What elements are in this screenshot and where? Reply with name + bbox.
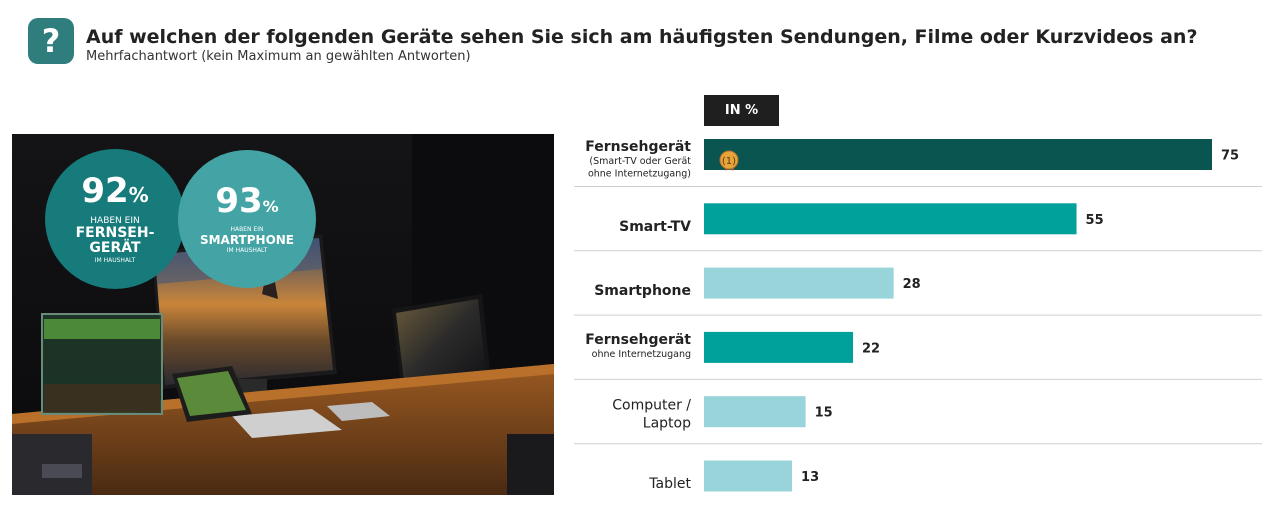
category-sublabel: (Smart-TV oder Gerät (589, 156, 691, 167)
bar-value-label: 75 (1221, 149, 1239, 164)
bar (704, 460, 793, 492)
bar (704, 396, 806, 428)
bar (704, 331, 854, 363)
category-label-line2: Laptop (643, 416, 691, 432)
category-label: Smartphone (594, 283, 691, 299)
bar (704, 139, 1212, 170)
bar-value-label: 28 (903, 277, 921, 292)
category-sublabel: ohne Internetzugang (592, 349, 691, 360)
stat-phone-value: 93 (215, 181, 263, 221)
rank-badge-icon (719, 150, 739, 170)
unit-label: IN % (704, 95, 779, 126)
stat-circle-tv: 92% HABEN EIN FERNSEH- GERÄT IM HAUSHALT (45, 149, 185, 289)
bar-value-label: 22 (862, 341, 880, 356)
category-label: Smart-TV (619, 219, 691, 235)
stat-tv-value: 92 (81, 170, 129, 211)
rank-badge-text: (1) (722, 156, 736, 167)
bar (704, 203, 1077, 235)
category-label: Computer / (612, 398, 691, 414)
category-label: Fernsehgerät (585, 139, 691, 155)
stat-circle-phone: 93% HABEN EIN SMARTPHONE IM HAUSHALT (178, 150, 316, 288)
bar-value-label: 15 (815, 406, 833, 421)
bar-value-label: 55 (1086, 213, 1104, 228)
bar (704, 267, 894, 299)
category-sublabel: ohne Internetzugang) (588, 169, 691, 180)
bar-value-label: 13 (801, 470, 819, 485)
question-icon: ? (28, 18, 74, 64)
rank-badge-ribbon (722, 159, 737, 171)
page-subtitle: Mehrfachantwort (kein Maximum an gewählt… (86, 49, 471, 64)
category-label: Tablet (648, 476, 691, 492)
page-title: Auf welchen der folgenden Geräte sehen S… (86, 26, 1198, 48)
category-label: Fernsehgerät (585, 332, 691, 348)
